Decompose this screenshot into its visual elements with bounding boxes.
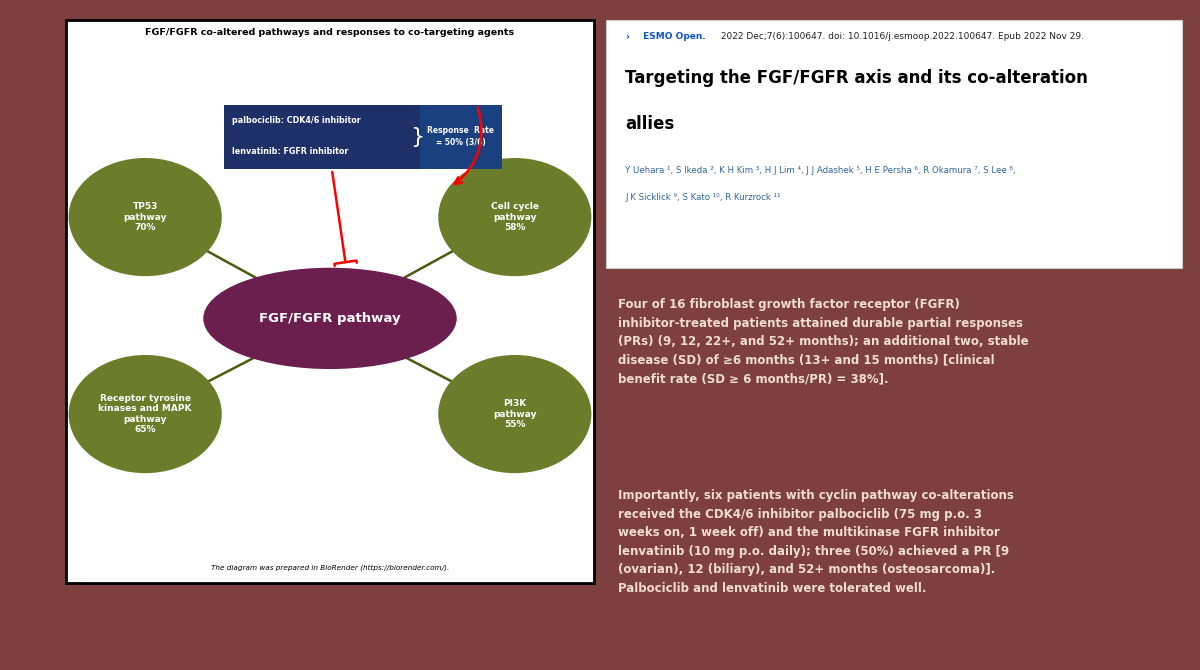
FancyBboxPatch shape	[224, 105, 420, 170]
Ellipse shape	[438, 158, 592, 276]
FancyBboxPatch shape	[420, 105, 502, 170]
Text: Cell cycle
pathway
58%: Cell cycle pathway 58%	[491, 202, 539, 232]
Ellipse shape	[68, 158, 222, 276]
Text: palbociclib: CDK4/6 inhibitor: palbociclib: CDK4/6 inhibitor	[232, 116, 360, 125]
Text: allies: allies	[625, 115, 674, 133]
Text: Response  Rate
= 50% (3/6): Response Rate = 50% (3/6)	[427, 127, 494, 147]
Ellipse shape	[203, 268, 457, 369]
Text: 2022 Dec;7(6):100647. doi: 10.1016/j.esmoop.2022.100647. Epub 2022 Nov 29.: 2022 Dec;7(6):100647. doi: 10.1016/j.esm…	[718, 32, 1084, 41]
Text: ›: ›	[625, 32, 629, 42]
FancyBboxPatch shape	[66, 20, 594, 583]
FancyBboxPatch shape	[606, 20, 1182, 268]
Text: FGF/FGFR co-altered pathways and responses to co-targeting agents: FGF/FGFR co-altered pathways and respons…	[145, 28, 515, 37]
Ellipse shape	[438, 355, 592, 473]
Text: }: }	[410, 127, 425, 147]
Text: Y Uehara ¹, S Ikeda ², K H Kim ³, H J Lim ⁴, J J Adashek ⁵, H E Persha ⁶, R Okam: Y Uehara ¹, S Ikeda ², K H Kim ³, H J Li…	[625, 166, 1015, 175]
Text: lenvatinib: FGFR inhibitor: lenvatinib: FGFR inhibitor	[232, 147, 348, 155]
Ellipse shape	[68, 355, 222, 473]
Text: TP53
pathway
70%: TP53 pathway 70%	[124, 202, 167, 232]
Text: Targeting the FGF/FGFR axis and its co-alteration: Targeting the FGF/FGFR axis and its co-a…	[625, 69, 1088, 87]
Text: FGF/FGFR pathway: FGF/FGFR pathway	[259, 312, 401, 325]
Text: The diagram was prepared in BioRender (https://biorender.com/).: The diagram was prepared in BioRender (h…	[211, 564, 449, 571]
Text: Importantly, six patients with cyclin pathway co-alterations
received the CDK4/6: Importantly, six patients with cyclin pa…	[618, 489, 1014, 594]
Text: Four of 16 fibroblast growth factor receptor (FGFR)
inhibitor-treated patients a: Four of 16 fibroblast growth factor rece…	[618, 298, 1028, 385]
FancyArrowPatch shape	[455, 107, 481, 184]
Text: J K Sicklick ⁹, S Kato ¹⁰, R Kurzrock ¹¹: J K Sicklick ⁹, S Kato ¹⁰, R Kurzrock ¹¹	[625, 193, 781, 202]
Text: Receptor tyrosine
kinases and MAPK
pathway
65%: Receptor tyrosine kinases and MAPK pathw…	[98, 394, 192, 434]
Text: PI3K
pathway
55%: PI3K pathway 55%	[493, 399, 536, 429]
Text: ESMO Open.: ESMO Open.	[640, 32, 706, 41]
FancyArrowPatch shape	[332, 172, 356, 266]
